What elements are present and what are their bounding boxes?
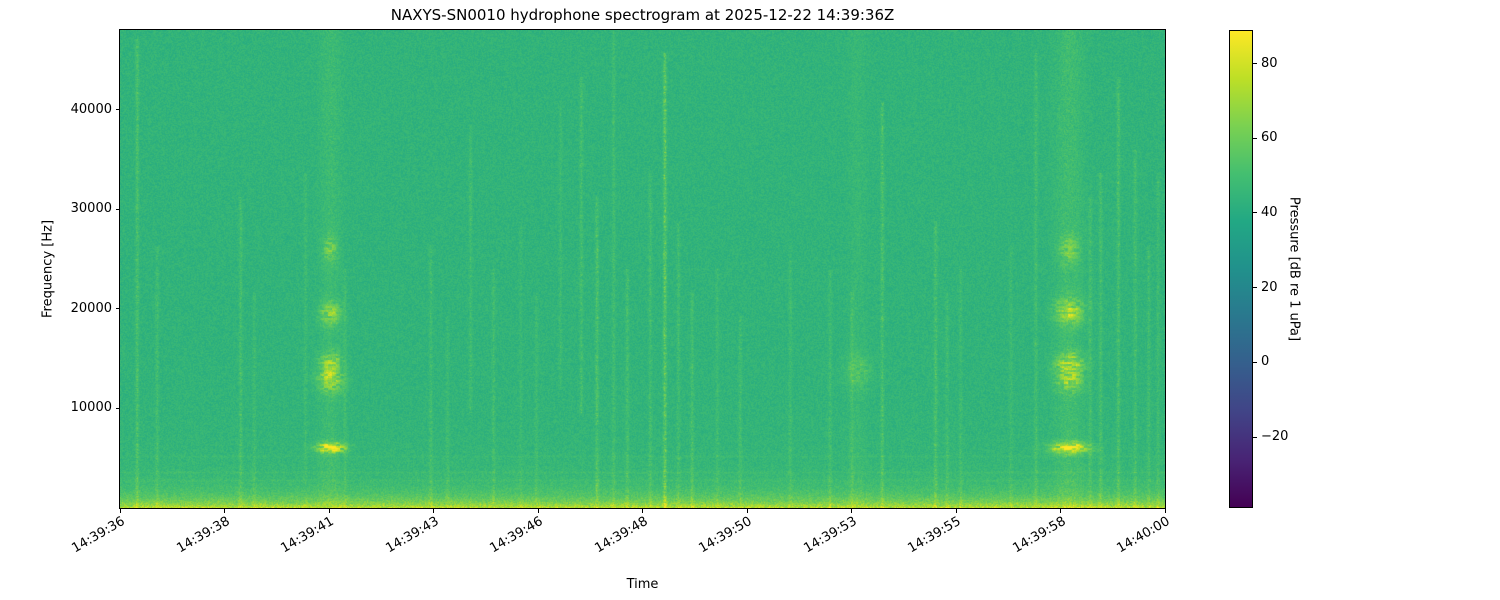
spectrogram-heatmap xyxy=(120,30,1165,508)
y-tick-label: 20000 xyxy=(70,300,112,316)
y-tick-label: 40000 xyxy=(70,101,112,117)
x-tick-mark xyxy=(1164,509,1166,513)
x-tick-mark xyxy=(746,509,748,513)
y-tick-mark xyxy=(116,407,120,409)
colorbar-tick-mark xyxy=(1253,63,1257,65)
x-tick-mark xyxy=(1060,509,1061,513)
x-tick-label: 14:39:46 xyxy=(487,514,546,557)
x-tick-label: 14:39:48 xyxy=(591,514,650,557)
x-tick-label: 14:39:58 xyxy=(1009,514,1068,557)
x-tick-mark xyxy=(851,509,852,513)
x-axis-label: Time xyxy=(626,577,659,592)
colorbar-tick-label: −20 xyxy=(1261,429,1289,445)
x-tick-label: 14:40:00 xyxy=(1114,514,1173,557)
x-tick-mark xyxy=(119,509,121,513)
colorbar-tick-label: 0 xyxy=(1261,354,1270,370)
colorbar-tick-mark xyxy=(1253,436,1257,438)
y-tick-mark xyxy=(116,109,120,111)
x-tick-label: 14:39:41 xyxy=(278,514,337,557)
x-tick-mark xyxy=(224,509,225,513)
colorbar-tick-mark xyxy=(1253,212,1257,214)
y-tick-mark xyxy=(116,308,120,310)
x-tick-mark xyxy=(433,509,434,513)
y-tick-mark xyxy=(116,208,120,210)
colorbar-gradient xyxy=(1229,30,1253,508)
colorbar-tick-mark xyxy=(1253,137,1257,139)
x-tick-label: 14:39:55 xyxy=(905,514,964,557)
x-tick-mark xyxy=(537,509,539,513)
x-tick-mark xyxy=(642,509,643,513)
x-tick-label: 14:39:43 xyxy=(382,514,441,557)
x-tick-mark xyxy=(955,509,957,513)
colorbar-tick-label: 60 xyxy=(1261,130,1278,146)
x-tick-mark xyxy=(328,509,330,513)
colorbar-tick-mark xyxy=(1253,287,1257,289)
x-tick-label: 14:39:50 xyxy=(696,514,755,557)
chart-title: NAXYS-SN0010 hydrophone spectrogram at 2… xyxy=(390,6,895,24)
colorbar-tick-mark xyxy=(1253,361,1257,363)
colorbar-tick-label: 20 xyxy=(1261,279,1278,295)
colorbar-tick-label: 80 xyxy=(1261,55,1278,71)
colorbar-tick-label: 40 xyxy=(1261,204,1278,220)
x-tick-label: 14:39:53 xyxy=(800,514,859,557)
y-tick-label: 10000 xyxy=(70,400,112,416)
y-tick-label: 30000 xyxy=(70,201,112,217)
colorbar-label: Pressure [dB re 1 uPa] xyxy=(1286,196,1302,342)
x-tick-label: 14:39:36 xyxy=(69,514,128,557)
x-tick-label: 14:39:38 xyxy=(173,514,232,557)
